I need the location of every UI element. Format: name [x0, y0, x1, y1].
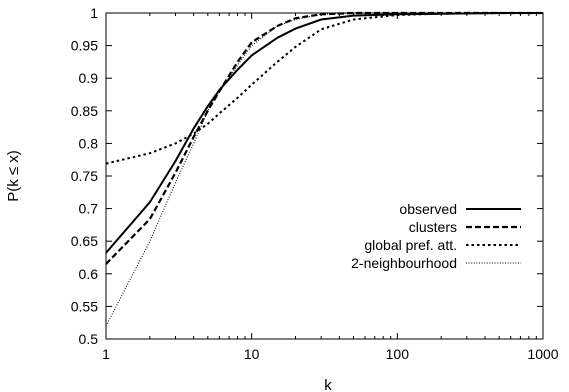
legend-label-1: clusters: [409, 219, 457, 235]
y-tick-label: 0.55: [71, 298, 98, 314]
x-tick-label: 100: [386, 346, 410, 362]
y-tick-label: 0.65: [71, 233, 98, 249]
legend-label-2: global pref. att.: [364, 237, 457, 253]
x-tick-label: 1: [102, 346, 110, 362]
x-tick-label: 10: [244, 346, 260, 362]
axis-ticks: 0.5 0.55 0.6 0.65 0.7 0.75 0.8 0.85 0.9 0.95 1 1 10 1…: [71, 5, 559, 362]
series-line-0: [105, 12, 543, 254]
y-tick-label: 0.6: [79, 266, 99, 282]
y-tick-label: 0.7: [79, 201, 99, 217]
x-tick-label: 1000: [527, 346, 558, 362]
legend-label-3: 2-neighbourhood: [351, 255, 457, 271]
y-tick-label: 0.9: [79, 70, 99, 86]
y-tick-label: 1: [90, 5, 98, 21]
y-axis-label: P(k ≤ x): [5, 150, 22, 202]
legend: observed clusters global pref. att. 2-neigh…: [351, 201, 521, 271]
plot-frame: [105, 12, 544, 340]
y-tick-label: 0.85: [71, 103, 98, 119]
y-tick-label: 0.5: [79, 331, 99, 347]
y-tick-label: 0.8: [79, 135, 99, 151]
legend-label-0: observed: [399, 201, 457, 217]
x-axis-label: k: [324, 377, 332, 392]
series-line-3: [105, 12, 543, 327]
series-line-2: [105, 12, 543, 165]
series-lines: [105, 11, 543, 327]
plot-border: [105, 12, 544, 340]
y-tick-label: 0.75: [71, 168, 98, 184]
y-tick-label: 0.95: [71, 38, 98, 54]
